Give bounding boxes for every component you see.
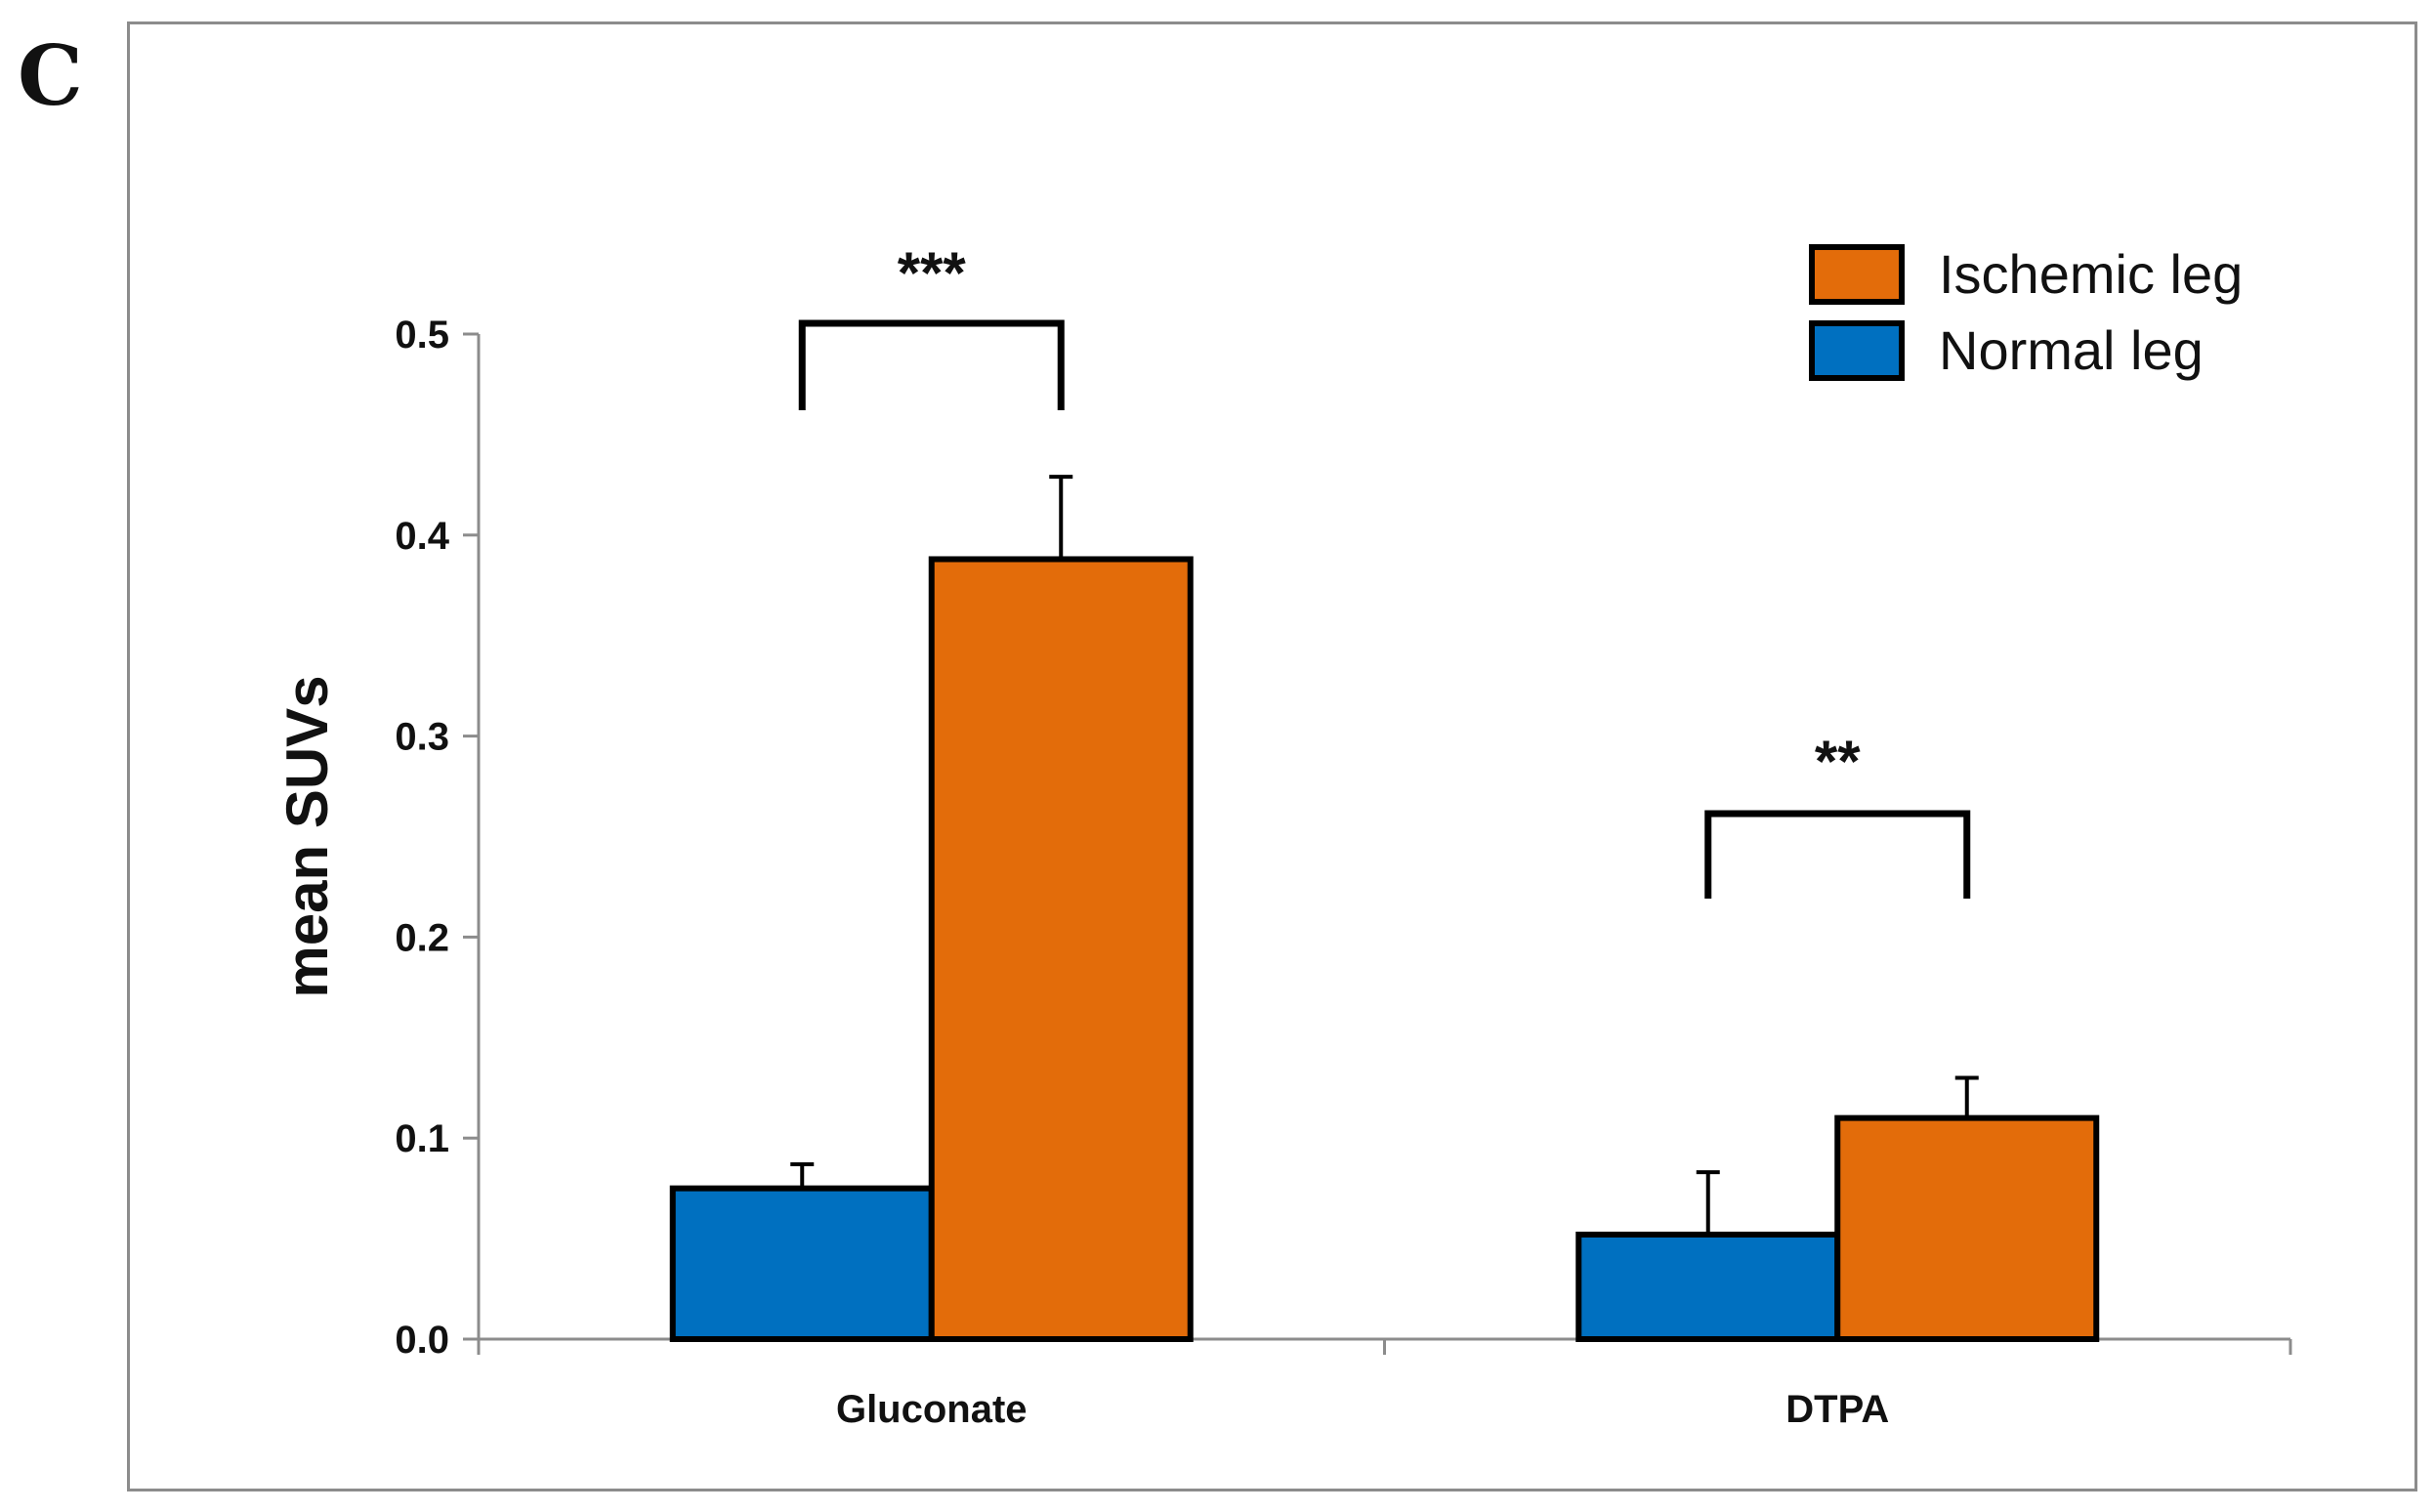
y-tick-label: 0.5 bbox=[395, 314, 449, 357]
y-tick-label: 0.2 bbox=[395, 916, 449, 959]
significance-label: ** bbox=[1815, 729, 1861, 794]
y-tick-label: 0.0 bbox=[395, 1319, 449, 1362]
chart-frame bbox=[127, 21, 2417, 1491]
significance-bracket bbox=[1704, 810, 1971, 899]
bar bbox=[1575, 1231, 1841, 1343]
category-label: DTPA bbox=[1785, 1388, 1889, 1431]
bar bbox=[928, 556, 1194, 1342]
significance-bracket bbox=[798, 319, 1065, 410]
y-tick-label: 0.3 bbox=[395, 716, 449, 759]
bar bbox=[1834, 1114, 2100, 1342]
legend-swatch bbox=[1809, 320, 1905, 381]
category-label: Gluconate bbox=[836, 1388, 1028, 1431]
panel-label: C bbox=[18, 27, 83, 124]
bar bbox=[669, 1185, 935, 1343]
significance-label: *** bbox=[898, 240, 967, 306]
legend-label: Normal leg bbox=[1939, 319, 2204, 381]
y-tick-label: 0.1 bbox=[395, 1117, 449, 1160]
legend-label: Ischemic leg bbox=[1939, 243, 2243, 305]
y-axis-label: mean SUVs bbox=[274, 675, 340, 997]
y-tick-label: 0.4 bbox=[395, 515, 449, 558]
legend-swatch bbox=[1809, 244, 1905, 305]
